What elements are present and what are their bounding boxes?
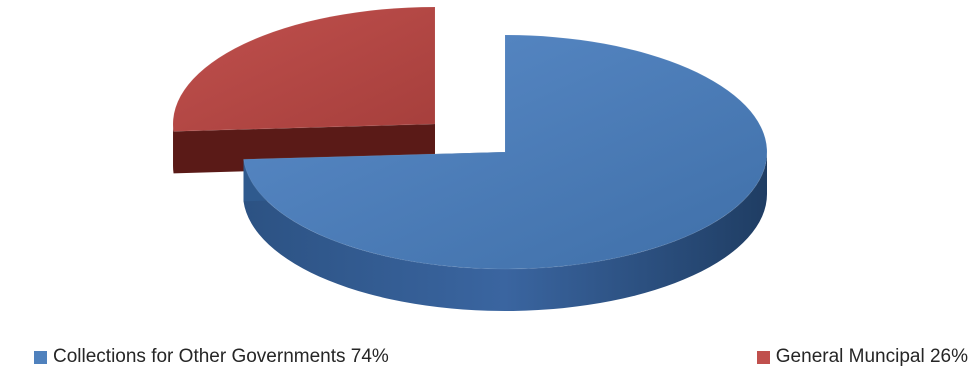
pie-slice-general-municipal xyxy=(172,6,436,174)
chart-legend: Collections for Other Governments 74% Ge… xyxy=(0,346,980,376)
legend-label-general-municipal: General Muncipal 26% xyxy=(775,346,968,367)
legend-item-general-municipal: General Muncipal 26% xyxy=(756,346,968,368)
pie-chart-svg xyxy=(172,6,768,311)
legend-label-collections: Collections for Other Governments 74% xyxy=(53,346,389,367)
legend-swatch-collections xyxy=(34,350,47,364)
pie-chart xyxy=(172,6,768,311)
legend-swatch-general-municipal xyxy=(756,350,770,364)
legend-item-collections: Collections for Other Governments 74% xyxy=(34,346,389,368)
pie-slice-collections xyxy=(242,34,768,311)
